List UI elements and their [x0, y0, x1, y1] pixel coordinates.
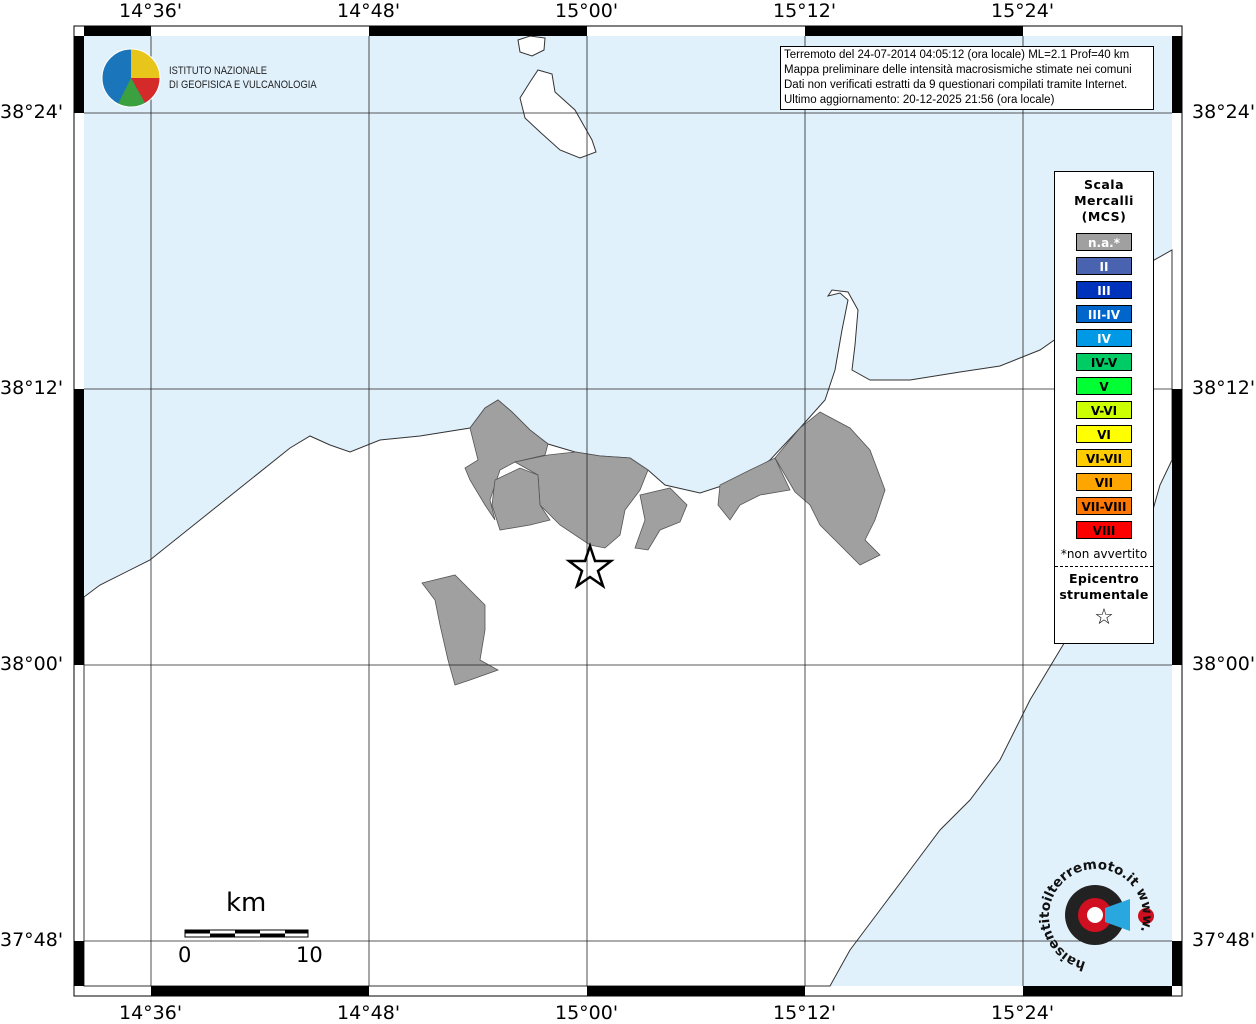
legend-swatch: II: [1076, 257, 1132, 275]
lon-label: 15°00': [555, 0, 619, 22]
info-line: Ultimo aggiornamento: 20-12-2025 21:56 (…: [784, 94, 1055, 106]
scale-bar: [184, 929, 309, 938]
lon-label: 14°48': [337, 0, 401, 22]
lon-label: 15°12': [773, 0, 837, 22]
legend-swatch: III-IV: [1076, 305, 1132, 323]
legend-swatch: VII: [1076, 473, 1132, 491]
legend-swatch: VI: [1076, 425, 1132, 443]
legend-title: Scala: [1083, 177, 1125, 192]
legend-swatch: VIII: [1076, 521, 1132, 539]
lon-label: 15°24': [991, 1002, 1055, 1024]
logo-line: ISTITUTO NAZIONALE: [169, 65, 268, 77]
municipalities-not-felt: [421, 399, 886, 686]
legend-swatch: n.a.*: [1076, 233, 1132, 251]
legend-swatch: VII-VIII: [1076, 497, 1132, 515]
legend-swatch: VI-VII: [1076, 449, 1132, 467]
legend-swatch: V-VI: [1076, 401, 1132, 419]
legend-swatch: IV-V: [1076, 353, 1132, 371]
legend-swatch: IV: [1076, 329, 1132, 347]
lat-label: 38°24': [0, 101, 64, 123]
lon-label: 15°12': [773, 1002, 837, 1024]
info-box: Terremoto del 24-07-2014 04:05:12 (ora l…: [780, 46, 1154, 110]
legend-swatch: V: [1076, 377, 1132, 395]
lon-label: 14°36': [119, 1002, 183, 1024]
lon-label: 14°36': [119, 0, 183, 22]
legend-star-icon: ☆: [1094, 605, 1114, 630]
scale-start: 0: [178, 943, 192, 967]
lon-label: 15°24': [991, 0, 1055, 22]
scale-end: 10: [296, 943, 323, 967]
legend: Scala Mercalli (MCS) n.a.* II III III-IV IV I…: [1054, 171, 1154, 644]
lon-label: 15°00': [555, 1002, 619, 1024]
legend-note: *non avvertito: [1060, 547, 1148, 561]
epicenter-label: Epicentro: [1069, 571, 1139, 586]
lat-label: 37°48': [0, 929, 64, 951]
lat-label: 38°24': [1192, 101, 1256, 123]
epicenter-label: strumentale: [1059, 587, 1149, 602]
ingv-logo: [101, 48, 161, 108]
info-line: Mappa preliminare delle intensità macros…: [784, 64, 1132, 76]
lat-label: 38°00': [0, 653, 64, 675]
logo-line: DI GEOFISICA E VULCANOLOGIA: [169, 79, 317, 91]
lat-label: 38°00': [1192, 653, 1256, 675]
ingv-logo-text: ISTITUTO NAZIONALE DI GEOFISICA E VULCAN…: [169, 64, 317, 92]
legend-title: (MCS): [1081, 209, 1127, 224]
epicenter-star-icon: [565, 542, 615, 590]
graticule: [84, 36, 1172, 986]
lat-label: 38°12': [1192, 377, 1256, 399]
legend-title: Mercalli: [1074, 193, 1134, 208]
lat-label: 38°12': [0, 377, 64, 399]
legend-swatch: III: [1076, 281, 1132, 299]
info-line: Terremoto del 24-07-2014 04:05:12 (ora l…: [784, 49, 1130, 61]
lat-label: 37°48': [1192, 929, 1256, 951]
legend-divider: [1055, 566, 1153, 567]
island-vulcano: [519, 69, 597, 159]
info-line: Dati non verificati estratti da 9 questi…: [784, 79, 1128, 91]
lon-label: 14°48': [337, 1002, 401, 1024]
legend-swatches: n.a.* II III III-IV IV IV-V V V-VI VI VI-VII VII VI…: [1055, 233, 1153, 539]
scale-unit: km: [226, 888, 267, 918]
frame-border: [74, 26, 1182, 996]
